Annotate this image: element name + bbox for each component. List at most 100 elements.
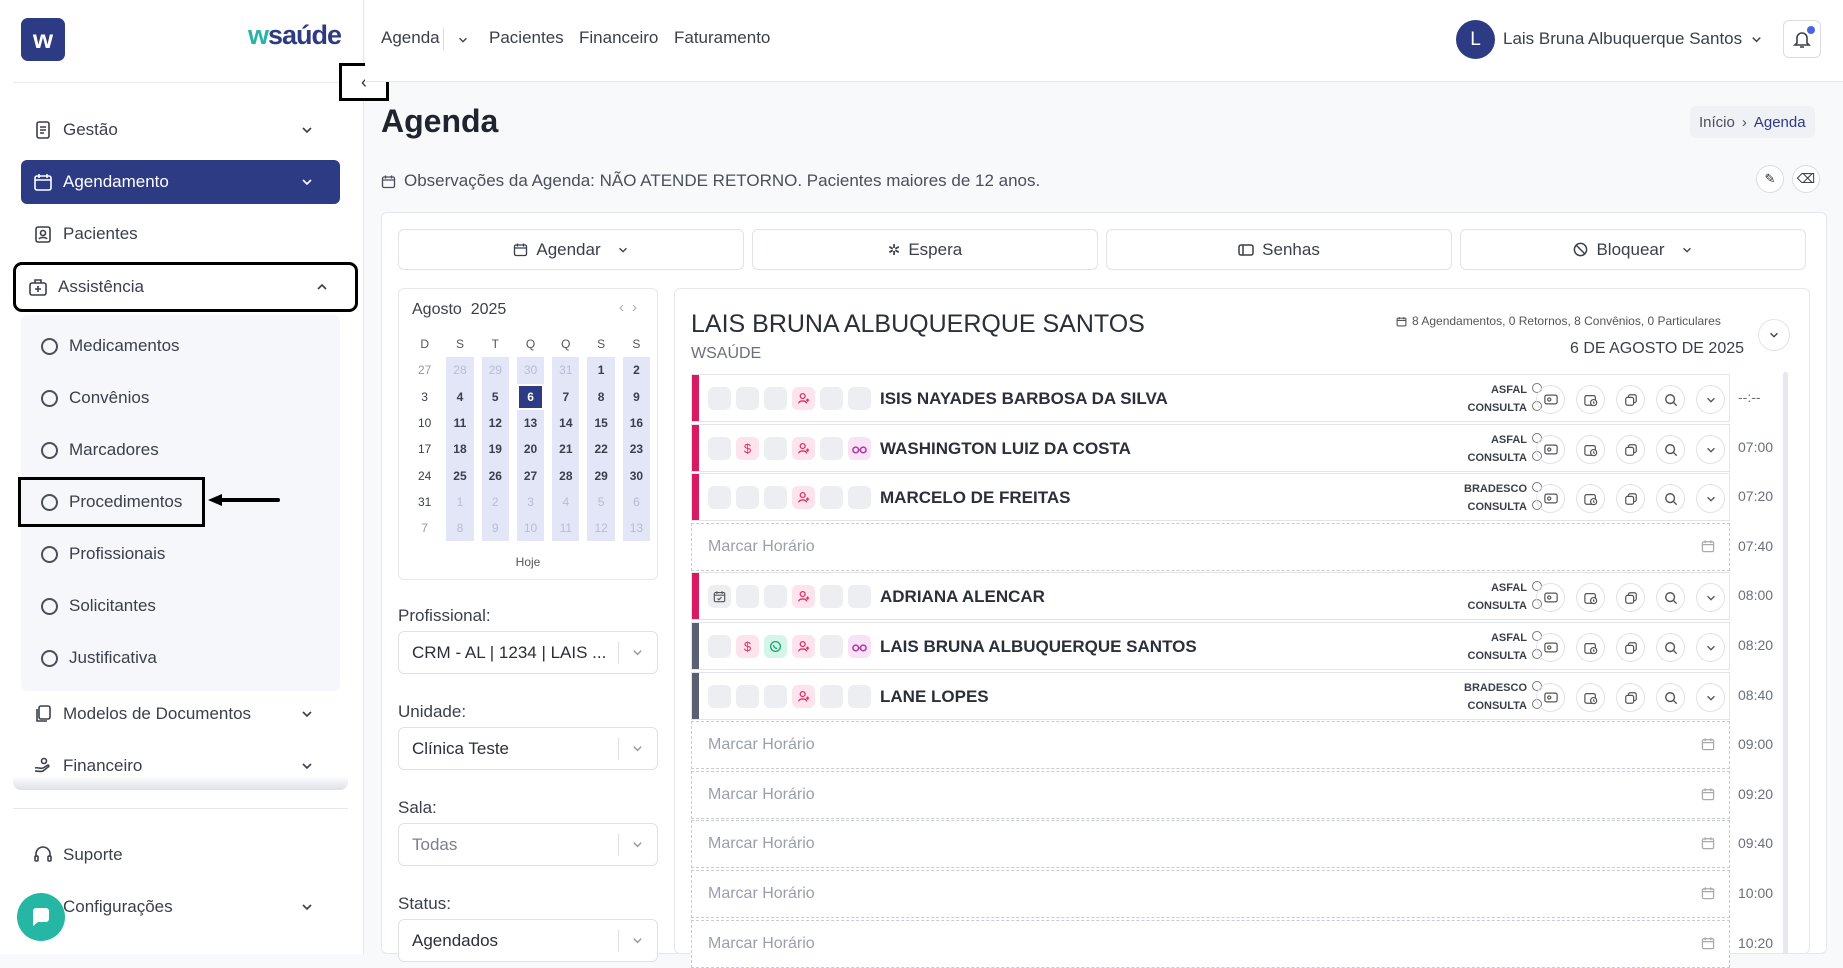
calendar-day[interactable]: 21 — [552, 436, 580, 463]
calendar-day[interactable]: 22 — [587, 436, 615, 463]
chat-button[interactable] — [17, 893, 65, 941]
calendar-clock-button[interactable] — [1576, 484, 1605, 513]
sidebar-item-financeiro[interactable]: Financeiro — [21, 744, 340, 788]
user-plus-icon[interactable] — [792, 585, 815, 608]
sidebar-item-pacientes[interactable]: Pacientes — [21, 212, 340, 256]
subitem-medicamentos[interactable]: Medicamentos — [21, 324, 201, 368]
whatsapp-icon[interactable] — [764, 635, 787, 658]
breadcrumb-home[interactable]: Início — [1699, 113, 1735, 131]
chevron-down-icon[interactable] — [1681, 244, 1693, 256]
id-card-button[interactable] — [1536, 484, 1565, 513]
topnav-faturamento[interactable]: Faturamento — [674, 28, 771, 47]
calendar-day[interactable]: 8 — [587, 383, 615, 410]
calendar-day[interactable]: 30 — [622, 462, 651, 489]
chevron-down-button[interactable] — [1696, 435, 1725, 464]
calendar-day[interactable]: 23 — [622, 436, 651, 463]
calendar-day[interactable]: 4 — [446, 383, 474, 410]
glasses-icon[interactable] — [848, 437, 871, 460]
topnav-financeiro[interactable]: Financeiro — [579, 28, 659, 47]
search-button[interactable] — [1656, 683, 1685, 712]
subitem-convenios[interactable]: Convênios — [21, 376, 201, 420]
espera-button[interactable]: ✲ Espera — [752, 229, 1098, 270]
calendar-day[interactable]: 12 — [587, 515, 615, 542]
copy-button[interactable] — [1616, 583, 1645, 612]
calendar-icon[interactable] — [1701, 539, 1715, 553]
search-button[interactable] — [1656, 633, 1685, 662]
copy-button[interactable] — [1616, 633, 1645, 662]
topnav-agenda[interactable]: Agenda — [381, 28, 440, 47]
calendar-day[interactable]: 11 — [552, 515, 580, 542]
calendar-day[interactable]: 2 — [622, 357, 651, 384]
calendar-day[interactable]: 8 — [446, 515, 474, 542]
calendar-icon[interactable] — [1701, 787, 1715, 801]
calendar-day[interactable]: 29 — [587, 462, 615, 489]
bloquear-button[interactable]: Bloquear — [1460, 229, 1806, 270]
calendar-day[interactable]: 5 — [587, 488, 615, 516]
patient-name[interactable]: LAIS BRUNA ALBUQUERQUE SANTOS — [880, 637, 1197, 656]
calendar-day[interactable]: 11 — [446, 409, 474, 437]
calendar-day[interactable]: 19 — [481, 436, 509, 463]
calendar-day[interactable]: 14 — [552, 409, 580, 437]
profissional-select[interactable]: CRM - AL | 1234 | LAIS ... — [398, 631, 658, 674]
calendar-day[interactable]: 7 — [552, 383, 580, 410]
appointment-row[interactable]: MARCELO DE FREITAS BRADESCO CONSULTA — [691, 473, 1730, 521]
calendar-day[interactable]: 15 — [587, 409, 615, 437]
calendar-day[interactable]: 31 — [417, 494, 432, 509]
patient-name[interactable]: ISIS NAYADES BARBOSA DA SILVA — [880, 389, 1168, 408]
chevron-down-button[interactable] — [1696, 385, 1725, 414]
user-plus-icon[interactable] — [792, 685, 815, 708]
calendar-day[interactable]: 1 — [446, 488, 474, 516]
expand-button[interactable] — [1758, 319, 1790, 351]
unidade-select[interactable]: Clínica Teste — [398, 727, 658, 770]
calendar-day[interactable]: 26 — [481, 462, 509, 489]
calendar-clock-button[interactable] — [1576, 385, 1605, 414]
id-card-button[interactable] — [1536, 633, 1565, 662]
empty-slot[interactable]: Marcar Horário — [691, 820, 1730, 868]
calendar-day[interactable]: 2 — [481, 488, 509, 516]
calendar-clock-button[interactable] — [1576, 683, 1605, 712]
sala-select[interactable]: Todas — [398, 823, 658, 866]
copy-button[interactable] — [1616, 484, 1645, 513]
user-plus-icon[interactable] — [792, 635, 815, 658]
notifications-button[interactable] — [1783, 20, 1821, 58]
calendar-day[interactable]: 12 — [481, 409, 509, 437]
appointment-row[interactable]: $ WASHINGTON LUIZ DA COSTA ASFAL CONSULTA — [691, 424, 1730, 472]
search-button[interactable] — [1656, 385, 1685, 414]
calendar-day[interactable]: 1 — [587, 357, 615, 384]
search-button[interactable] — [1656, 583, 1685, 612]
calendar-icon[interactable] — [1701, 886, 1715, 900]
calendar-day[interactable]: 18 — [446, 436, 474, 463]
calendar-day[interactable]: 28 — [446, 357, 474, 384]
patient-name[interactable]: ADRIANA ALENCAR — [880, 587, 1045, 606]
search-button[interactable] — [1656, 435, 1685, 464]
search-button[interactable] — [1656, 484, 1685, 513]
calendar-day[interactable]: 7 — [421, 521, 428, 536]
calendar-clock-button[interactable] — [1576, 583, 1605, 612]
empty-slot[interactable]: Marcar Horário — [691, 523, 1730, 571]
empty-slot[interactable]: Marcar Horário — [691, 870, 1730, 918]
avatar[interactable]: L — [1456, 20, 1495, 59]
calendar-day[interactable]: 27 — [516, 462, 545, 489]
user-name[interactable]: Lais Bruna Albuquerque Santos — [1503, 29, 1743, 48]
today-button[interactable]: Hoje — [515, 555, 541, 569]
empty-slot[interactable]: Marcar Horário — [691, 771, 1730, 819]
calendar-day[interactable]: 9 — [622, 383, 651, 410]
calendar-day[interactable]: 31 — [552, 357, 580, 384]
chevron-down-button[interactable] — [1696, 683, 1725, 712]
calendar-nav[interactable]: ‹› — [619, 299, 645, 316]
calendar-day[interactable]: 10 — [516, 515, 545, 542]
chevron-down-button[interactable] — [1696, 633, 1725, 662]
calendar-day[interactable]: 25 — [446, 462, 474, 489]
id-card-button[interactable] — [1536, 583, 1565, 612]
calendar-day[interactable]: 16 — [622, 409, 651, 437]
sidebar-item-configuracoes[interactable]: Configurações — [21, 885, 340, 929]
dollar-icon[interactable]: $ — [736, 635, 759, 658]
copy-button[interactable] — [1616, 683, 1645, 712]
calendar-clock-button[interactable] — [1576, 633, 1605, 662]
subitem-marcadores[interactable]: Marcadores — [21, 428, 201, 472]
calendar-day[interactable]: 3 — [421, 389, 428, 404]
chevron-down-icon[interactable] — [457, 34, 469, 46]
calendar-icon[interactable] — [1701, 737, 1715, 751]
edit-observations-button[interactable]: ✎ — [1756, 165, 1784, 193]
appointment-row[interactable]: LANE LOPES BRADESCO CONSULTA — [691, 672, 1730, 720]
